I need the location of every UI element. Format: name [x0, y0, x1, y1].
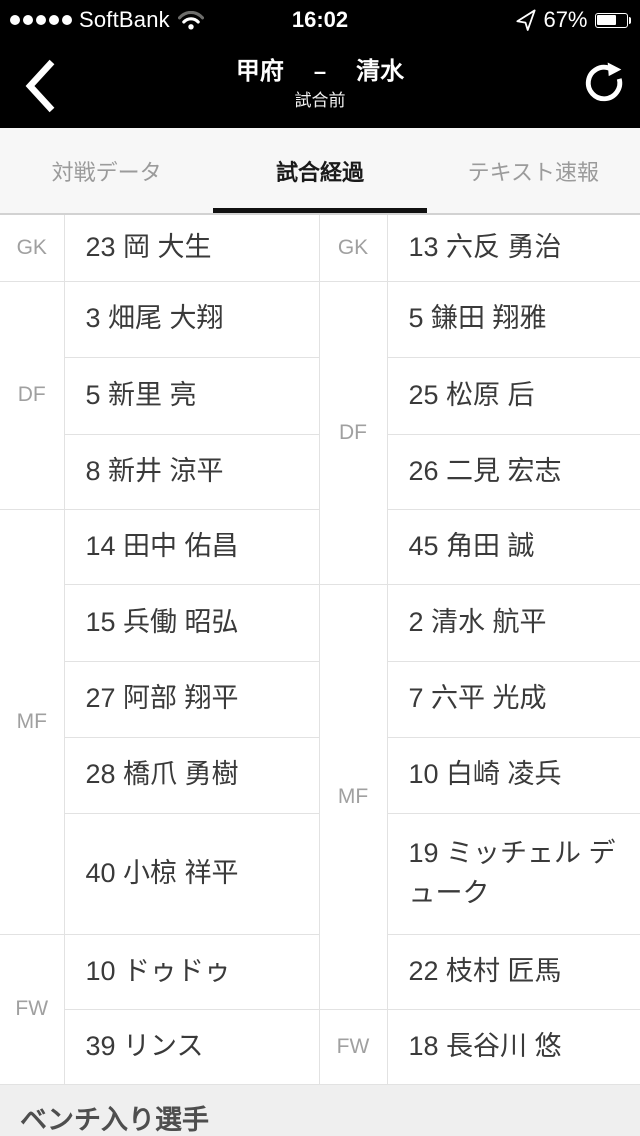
match-title: 甲府 – 清水: [235, 57, 405, 85]
match-header: 甲府 – 清水 試合前: [0, 40, 640, 128]
position-label-away-df: DF: [319, 281, 387, 585]
lineup-row: GK 23 岡 大生 GK 13 六反 勇治: [0, 215, 640, 282]
player-away-18: 18 長谷川 悠: [386, 1009, 640, 1085]
nav-bar: 甲府 – 清水 試合前: [0, 40, 640, 128]
tab-label: 試合経過: [275, 159, 364, 185]
lineup-row: FW 10 ドゥドゥ 22 枝村 匠馬: [0, 934, 640, 1085]
player-away-26: 26 二見 宏志: [386, 434, 640, 510]
wifi-icon: [177, 10, 204, 29]
starting-lineup-table: GK 23 岡 大生 GK 13 六反 勇治 DF 3 畑尾 大翔 DF 5 鎌田 翔雅 5 新…: [0, 215, 640, 1085]
match-status: 試合前: [294, 90, 346, 110]
lineup-row: 39 リンス FW 18 長谷川 悠: [0, 1009, 640, 1085]
lineup-row: 27 阿部 翔平 7 六平 光成: [0, 661, 640, 738]
player-home-10: 10 ドゥドゥ: [63, 934, 320, 1010]
position-label-home-fw: FW: [0, 934, 64, 1085]
active-tab-underline: [213, 208, 427, 213]
lineup-row: 5 新里 亮 25 松原 后: [0, 357, 640, 435]
tab-label: 対戦データ: [51, 159, 162, 185]
player-away-19: 19 ミッチェル デューク: [386, 813, 640, 935]
player-away-7: 7 六平 光成: [386, 661, 640, 738]
player-home-40: 40 小椋 祥平: [63, 813, 320, 935]
lineup-row: 28 橋爪 勇樹 10 白崎 凌兵: [0, 737, 640, 814]
tab-head-to-head-data[interactable]: 対戦データ: [0, 128, 213, 213]
chevron-left-icon: [25, 59, 55, 113]
position-label-home-df: DF: [0, 281, 64, 510]
home-team-name: 甲府: [235, 57, 284, 85]
position-label-away-fw: FW: [319, 1009, 387, 1085]
player-home-8: 8 新井 涼平: [63, 434, 320, 510]
player-away-13: 13 六反 勇治: [386, 215, 640, 282]
player-away-25: 25 松原 后: [386, 357, 640, 435]
tab-text-live-report[interactable]: テキスト速報: [427, 128, 640, 213]
position-label-home-gk: GK: [0, 215, 64, 282]
location-arrow-icon: [516, 9, 536, 31]
lineup-row: 40 小椋 祥平 19 ミッチェル デューク: [0, 813, 640, 935]
player-home-28: 28 橋爪 勇樹: [63, 737, 320, 814]
refresh-button[interactable]: [582, 62, 626, 106]
position-label-home-mf: MF: [0, 509, 64, 935]
carrier-label: SoftBank: [79, 7, 170, 32]
battery-percent-label: 67%: [543, 7, 588, 32]
player-home-23: 23 岡 大生: [63, 215, 320, 282]
back-button[interactable]: [20, 58, 60, 114]
lineup-row: DF 3 畑尾 大翔 DF 5 鎌田 翔雅: [0, 281, 640, 585]
player-away-45: 45 角田 誠: [386, 509, 640, 585]
player-home-27: 27 阿部 翔平: [63, 661, 320, 738]
player-home-5: 5 新里 亮: [63, 357, 320, 435]
lineup-row: MF 14 田中 佑昌 45 角田 誠: [0, 509, 640, 935]
lineup-row: 8 新井 涼平 26 二見 宏志: [0, 434, 640, 510]
tab-bar: 対戦データ 試合経過 テキスト速報: [0, 128, 640, 215]
score-separator: –: [313, 58, 327, 84]
tab-label: テキスト速報: [467, 159, 599, 185]
bench-section-title: ベンチ入り選手: [20, 1104, 209, 1135]
player-home-15: 15 兵働 昭弘: [63, 584, 320, 662]
player-home-14: 14 田中 佑昌: [63, 509, 320, 585]
clock: 16:02: [291, 7, 349, 32]
battery-icon: [594, 12, 631, 28]
player-away-2: 2 清水 航平: [386, 584, 640, 662]
player-away-10: 10 白崎 凌兵: [386, 737, 640, 814]
position-label-away-gk: GK: [319, 215, 387, 282]
tab-match-progress[interactable]: 試合経過: [213, 128, 427, 213]
player-home-39: 39 リンス: [63, 1009, 320, 1085]
away-team-name: 清水: [356, 57, 405, 85]
lineup-row: 15 兵働 昭弘 MF 2 清水 航平: [0, 584, 640, 1010]
player-away-22: 22 枝村 匠馬: [386, 934, 640, 1010]
status-bar: SoftBank 16:02 67%: [0, 0, 640, 40]
refresh-circular-arrow-icon: [585, 62, 623, 102]
player-home-3: 3 畑尾 大翔: [63, 281, 320, 358]
position-label-away-mf: MF: [319, 584, 387, 1010]
signal-strength-icon: [10, 15, 72, 25]
bench-section-header: ベンチ入り選手: [0, 1084, 640, 1136]
player-away-5: 5 鎌田 翔雅: [386, 281, 640, 358]
